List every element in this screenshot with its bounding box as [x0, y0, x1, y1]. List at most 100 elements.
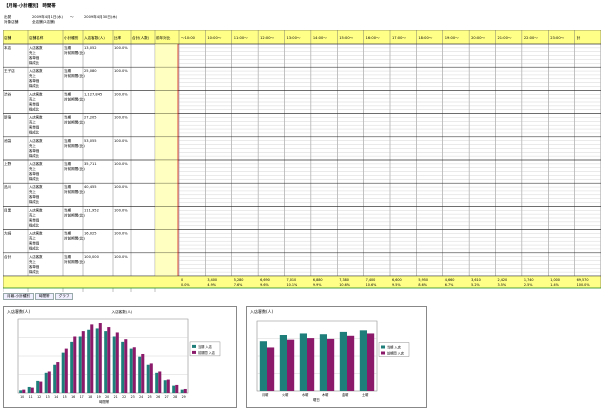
total-pct: 6.7%: [445, 283, 454, 287]
total-pct: 2.5%: [524, 283, 533, 287]
bar-previous: [158, 371, 162, 393]
bar-previous: [115, 332, 119, 393]
legend-box: [378, 342, 410, 357]
total-value: 1,000: [550, 278, 560, 282]
header-info-cell: ～: [70, 15, 74, 19]
row-label: 売上: [29, 143, 36, 148]
store-sub-current: 当期: [64, 138, 72, 143]
store-sub-prev: 対前期間(比): [64, 212, 85, 217]
store-sub-prev: 対前期間(比): [64, 120, 85, 125]
row-label: 売上: [29, 166, 36, 171]
total-pct: 9.6%: [260, 283, 269, 287]
bar-current: [299, 333, 307, 391]
row-label: 入店客数: [29, 91, 43, 96]
time-header: 14:00～: [313, 36, 327, 40]
hourly-bar-chart: 入店客数(人) 入店客数(人) 10 11 12 13 14 15 16 17 18 19 20 21 22…: [7, 308, 221, 404]
legend-label: 当期 入店: [198, 344, 212, 349]
row-label: 客単価: [29, 55, 40, 60]
bar-current: [61, 352, 65, 393]
bar-previous: [64, 348, 68, 393]
row-label: 客単価: [29, 148, 40, 153]
x-tick-label: 10: [20, 395, 24, 399]
store-total: 111,952: [84, 208, 99, 212]
store-name: 本店: [4, 45, 12, 50]
time-header: 19:00～: [445, 36, 459, 40]
row-label: 入店客数: [29, 138, 43, 143]
time-header: 17:00～: [392, 36, 406, 40]
store-total: 1,127,845: [84, 92, 102, 96]
store-ratio: 100.0%: [114, 255, 128, 259]
sheet-tabs: 月報-小計種別 時間帯 グラフ: [3, 293, 74, 300]
row-label: 構成比: [29, 222, 40, 227]
bar-current: [319, 334, 327, 391]
legend-swatch: [381, 345, 385, 349]
totals-row: [2, 275, 602, 289]
bar-previous: [81, 331, 85, 393]
store-ratio: 100.0%: [114, 92, 128, 96]
yoy-cell: [155, 90, 178, 114]
sheet-tab[interactable]: グラフ: [54, 293, 74, 300]
sheet-tab[interactable]: 時間帯: [34, 293, 54, 300]
store-name: 池袋: [4, 138, 12, 143]
bar-previous: [98, 323, 102, 393]
store-total: 25,080: [84, 69, 97, 73]
row-label: 入店客数: [29, 207, 43, 212]
total-value: 7,010: [287, 278, 297, 282]
store-name: 大崎: [4, 231, 12, 236]
row-label: 入店客数: [29, 115, 43, 120]
store-sub-current: 当期: [64, 231, 72, 236]
time-header: 11:00～: [234, 36, 248, 40]
x-tick-label: 水曜: [302, 392, 309, 397]
store-ratio: 100.0%: [114, 162, 128, 166]
store-ratio: 100.0%: [114, 185, 128, 189]
x-axis-label: 時間帯: [99, 399, 110, 404]
row-label: 売上: [29, 236, 36, 241]
column-header: 小計種別: [64, 35, 79, 40]
row-label: 構成比: [29, 60, 40, 65]
bar-previous: [307, 338, 315, 391]
header-info-cell: 2009年4月30日(木): [84, 15, 118, 19]
bar-current: [70, 341, 74, 393]
store-total: 53,055: [84, 139, 97, 143]
bar-current: [146, 364, 150, 393]
bar-previous: [175, 384, 179, 393]
x-tick-label: 25: [148, 395, 152, 399]
bar-current: [112, 336, 116, 393]
store-sub-prev: 対前期間(比): [64, 236, 85, 241]
total-value: 0: [181, 278, 183, 282]
store-total: 100,000: [84, 255, 100, 259]
time-header: 21:00～: [498, 36, 512, 40]
row-label: 構成比: [29, 106, 40, 111]
bar-previous: [149, 363, 153, 393]
time-header: 計: [577, 35, 581, 40]
header-info-cell: 出発: [4, 15, 12, 19]
bar-previous: [347, 335, 355, 391]
x-tick-label: 18: [88, 395, 92, 399]
x-tick-label: 21: [114, 395, 118, 399]
store-total: 27,205: [84, 116, 97, 120]
x-tick-label: 12: [37, 395, 41, 399]
store-sub-prev: 対前期間(比): [64, 166, 85, 171]
report-grid: 店舗 店舗名称 小計種別 入店客数(人) 比率 合計(人数) 前年対比 ～10:00 10:00…: [2, 29, 602, 292]
bar-previous: [107, 327, 111, 393]
yoy-cell: [155, 67, 178, 91]
store-ratio: 100.0%: [114, 208, 128, 212]
total-pct: 0.0%: [181, 283, 190, 287]
bar-previous: [141, 353, 145, 393]
total-pct: 5.2%: [471, 283, 480, 287]
store-name: 上野: [4, 161, 12, 166]
store-sub-prev: 対前期間(比): [64, 96, 85, 101]
store-sub-prev: 対前期間(比): [64, 259, 85, 264]
x-tick-label: 火曜: [282, 393, 289, 397]
time-header: 15:00～: [339, 36, 353, 40]
store-sub-current: 当期: [64, 45, 72, 50]
sheet-tab[interactable]: 月報-小計種別: [3, 293, 34, 300]
bar-current: [78, 336, 82, 393]
bar-previous: [73, 336, 77, 393]
x-tick-label: 金曜: [342, 392, 349, 397]
row-label: 客単価: [29, 194, 40, 199]
total-pct: 7.6%: [234, 283, 243, 287]
bar-current: [279, 335, 287, 391]
row-label: 売上: [29, 120, 36, 125]
column-header: 店舗名称: [29, 35, 44, 40]
